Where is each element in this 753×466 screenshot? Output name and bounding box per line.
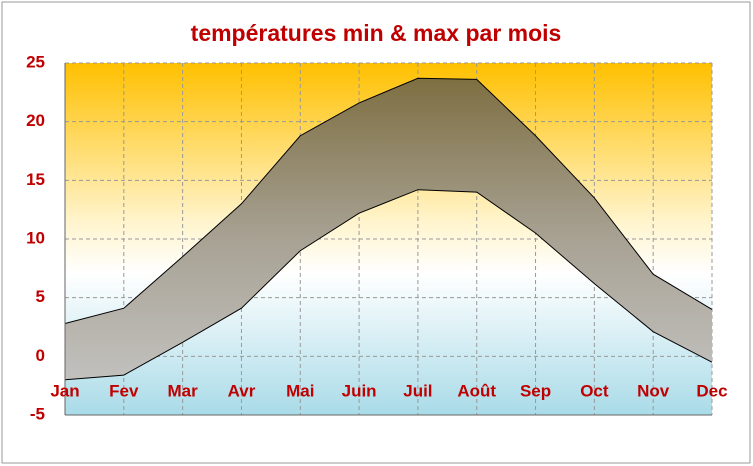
x-tick-label: Nov xyxy=(637,381,670,400)
y-tick-label: 0 xyxy=(36,346,45,365)
y-tick-label: 10 xyxy=(26,228,45,247)
y-tick-label: 20 xyxy=(26,111,45,130)
x-tick-label: Mai xyxy=(286,381,314,400)
x-tick-label: Mar xyxy=(168,381,199,400)
y-tick-label: 15 xyxy=(26,170,45,189)
x-tick-label: Oct xyxy=(580,381,609,400)
x-tick-label: Sep xyxy=(520,381,551,400)
range-band xyxy=(65,78,712,380)
y-tick-label: 5 xyxy=(36,287,45,306)
x-tick-label: Juin xyxy=(342,381,377,400)
x-tick-label: Avr xyxy=(228,381,256,400)
x-tick-label: Fev xyxy=(109,381,139,400)
x-tick-label: Août xyxy=(457,381,496,400)
y-tick-label: -5 xyxy=(30,404,45,423)
series-line xyxy=(64,189,713,381)
chart-title: températures min & max par mois xyxy=(191,20,562,46)
y-tick-label: 25 xyxy=(26,52,45,71)
x-tick-label: Jan xyxy=(50,381,79,400)
x-tick-label: Dec xyxy=(696,381,727,400)
series-line xyxy=(64,77,713,324)
x-tick-label: Juil xyxy=(403,381,432,400)
